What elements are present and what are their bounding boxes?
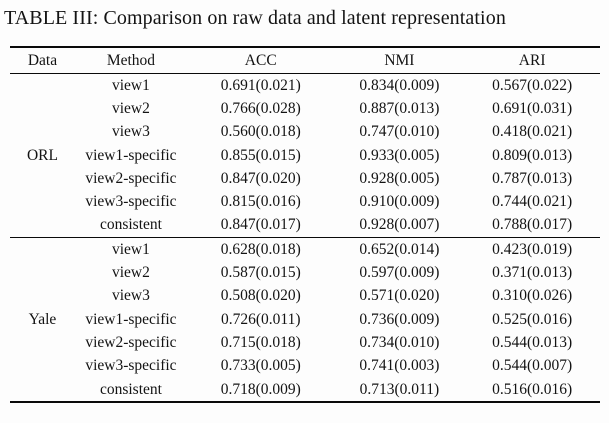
ari-cell: 0.371(0.013) (492, 264, 573, 282)
nmi-cell: 0.734(0.010) (359, 333, 440, 351)
nmi-cell: 0.652(0.014) (334, 237, 465, 262)
nmi-cell: 0.834(0.009) (359, 76, 440, 94)
table-row: consistent 0.718(0.009) 0.713(0.011) 0.5… (10, 378, 600, 402)
ari-cell: 0.310(0.026) (492, 287, 573, 305)
nmi-cell: 0.741(0.003) (359, 357, 440, 375)
table-header-row: Data Method ACC NMI ARI (10, 47, 600, 74)
table-row: view3-specific 0.815(0.016) 0.910(0.009)… (10, 190, 600, 213)
table-row: Yale view1 0.628(0.018) 0.652(0.014) 0.4… (10, 237, 600, 403)
group-label-yale: Yale (10, 237, 75, 403)
method-cell: view2 (111, 99, 150, 117)
nmi-cell: 0.928(0.005) (359, 169, 440, 187)
group-yale: Yale view1 0.628(0.018) 0.652(0.014) 0.4… (10, 237, 600, 403)
table-row: view1-specific 0.726(0.011) 0.736(0.009)… (10, 308, 600, 331)
method-cell: view2-specific (85, 333, 177, 351)
method-cell: consistent (99, 380, 162, 398)
acc-cell: 0.628(0.018) (186, 237, 335, 262)
ari-cell: 0.544(0.013) (492, 333, 573, 351)
nmi-cell: 0.928(0.007) (359, 216, 440, 234)
method-cell: view3 (111, 287, 150, 305)
acc-cell: 0.587(0.015) (220, 264, 301, 282)
nmi-cell: 0.887(0.013) (359, 99, 440, 117)
method-cell: view2 (111, 264, 150, 282)
acc-cell: 0.715(0.018) (220, 333, 301, 351)
table-row: view2 0.587(0.015) 0.597(0.009) 0.371(0.… (10, 261, 600, 284)
nmi-cell: 0.571(0.020) (359, 287, 440, 305)
acc-cell: 0.718(0.009) (220, 380, 301, 398)
ari-cell: 0.788(0.017) (492, 216, 573, 234)
group-label-orl: ORL (26, 146, 58, 164)
nmi-cell: 0.747(0.010) (359, 123, 440, 141)
table-row: ORL view1 0.691(0.021) 0.834(0.009) 0.56… (10, 74, 600, 164)
ari-cell: 0.809(0.013) (492, 146, 573, 164)
acc-cell: 0.733(0.005) (220, 357, 301, 375)
acc-cell: 0.766(0.028) (220, 99, 301, 117)
method-cell: view1 (74, 237, 187, 262)
col-header-method: Method (74, 47, 187, 74)
nmi-cell: 0.736(0.009) (359, 310, 440, 328)
acc-cell: 0.847(0.020) (220, 169, 301, 187)
acc-cell: 0.691(0.021) (220, 76, 301, 94)
acc-cell: 0.726(0.011) (220, 310, 301, 328)
col-header-ari: ARI (464, 47, 600, 74)
ari-cell: 0.787(0.013) (492, 169, 573, 187)
method-cell: view3-specific (85, 193, 177, 211)
acc-cell: 0.508(0.020) (220, 287, 301, 305)
col-header-acc: ACC (186, 47, 335, 74)
col-header-nmi: NMI (334, 47, 465, 74)
table-row: consistent 0.847(0.017) 0.928(0.007) 0.7… (10, 214, 600, 238)
method-cell: view1 (111, 76, 150, 94)
table-row: view3-specific 0.733(0.005) 0.741(0.003)… (10, 355, 600, 378)
table-row: view1-specific 0.855(0.015) 0.933(0.005)… (10, 144, 600, 167)
table-row: view3 0.560(0.018) 0.747(0.010) 0.418(0.… (10, 121, 600, 144)
table-row: view2-specific 0.847(0.020) 0.928(0.005)… (10, 167, 600, 190)
ari-cell: 0.567(0.022) (492, 76, 573, 94)
method-cell: view3-specific (85, 357, 177, 375)
nmi-cell: 0.910(0.009) (359, 193, 440, 211)
ari-cell: 0.525(0.016) (492, 310, 573, 328)
nmi-cell: 0.597(0.009) (359, 264, 440, 282)
table-row: view3 0.508(0.020) 0.571(0.020) 0.310(0.… (10, 285, 600, 308)
acc-cell: 0.855(0.015) (220, 146, 301, 164)
col-header-data: Data (10, 47, 75, 74)
ari-cell: 0.691(0.031) (492, 99, 573, 117)
table-row: view2 0.766(0.028) 0.887(0.013) 0.691(0.… (10, 97, 600, 120)
ari-cell: 0.744(0.021) (492, 193, 573, 211)
acc-cell: 0.847(0.017) (220, 216, 301, 234)
ari-cell: 0.418(0.021) (492, 123, 573, 141)
method-cell: view3 (111, 123, 150, 141)
ari-cell: 0.516(0.016) (492, 380, 573, 398)
table-caption: TABLE III: Comparison on raw data and la… (4, 7, 506, 29)
nmi-cell: 0.933(0.005) (359, 146, 440, 164)
acc-cell: 0.815(0.016) (220, 193, 301, 211)
method-cell: view1-specific (85, 310, 177, 328)
method-cell: consistent (99, 216, 162, 234)
ari-cell: 0.423(0.019) (464, 237, 600, 262)
method-cell: view2-specific (85, 169, 177, 187)
table-row: view2-specific 0.715(0.018) 0.734(0.010)… (10, 331, 600, 354)
results-table: Data Method ACC NMI ARI ORL view1 0.691(… (10, 46, 600, 404)
acc-cell: 0.560(0.018) (220, 123, 301, 141)
method-cell: view1-specific (85, 146, 177, 164)
ari-cell: 0.544(0.007) (492, 357, 573, 375)
nmi-cell: 0.713(0.011) (359, 380, 440, 398)
group-orl: ORL view1 0.691(0.021) 0.834(0.009) 0.56… (10, 74, 600, 238)
